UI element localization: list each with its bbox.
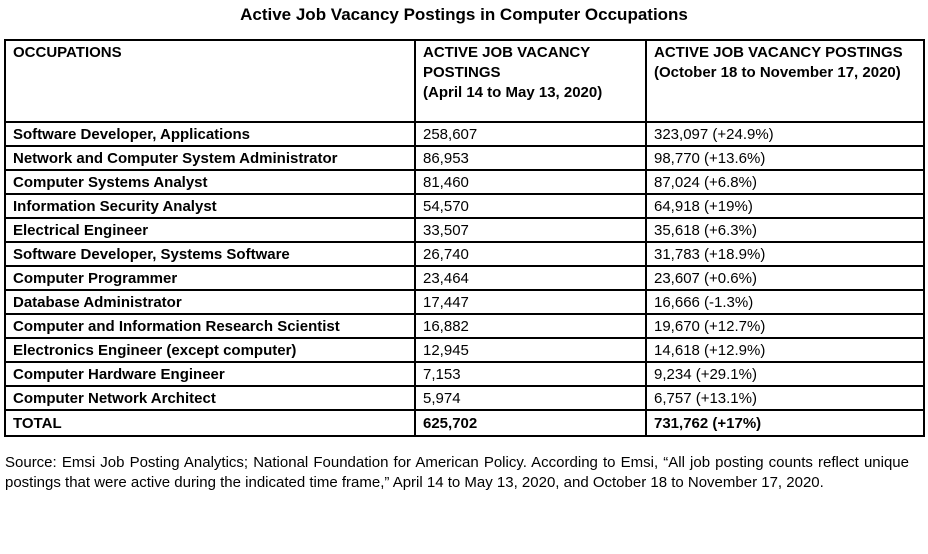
- table-row: Network and Computer System Administrato…: [4, 145, 925, 171]
- april-may-cell: 258,607: [414, 121, 647, 147]
- total-april-may-cell: 625,702: [414, 409, 647, 437]
- table-row: Software Developer, Applications 258,607…: [4, 121, 925, 147]
- oct-nov-cell: 16,666 (-1.3%): [645, 289, 925, 315]
- table-row: Computer and Information Research Scient…: [4, 313, 925, 339]
- page-title: Active Job Vacancy Postings in Computer …: [240, 5, 688, 24]
- table-row: Information Security Analyst 54,570 64,9…: [4, 193, 925, 219]
- table-row: Electrical Engineer 33,507 35,618 (+6.3%…: [4, 217, 925, 243]
- col-header-april-may-period: (April 14 to May 13, 2020): [423, 84, 603, 101]
- oct-nov-cell: 31,783 (+18.9%): [645, 241, 925, 267]
- oct-nov-cell: 6,757 (+13.1%): [645, 385, 925, 411]
- oct-nov-cell: 64,918 (+19%): [645, 193, 925, 219]
- table-row: Computer Hardware Engineer 7,153 9,234 (…: [4, 361, 925, 387]
- occupation-cell: Computer Programmer: [4, 265, 416, 291]
- oct-nov-cell: 35,618 (+6.3%): [645, 217, 925, 243]
- occupation-cell: Computer and Information Research Scient…: [4, 313, 416, 339]
- april-may-cell: 54,570: [414, 193, 647, 219]
- oct-nov-cell: 23,607 (+0.6%): [645, 265, 925, 291]
- occupation-cell: Computer Hardware Engineer: [4, 361, 416, 387]
- april-may-cell: 86,953: [414, 145, 647, 171]
- total-oct-nov-cell: 731,762 (+17%): [645, 409, 925, 437]
- col-header-occupations: OCCUPATIONS: [4, 39, 416, 123]
- source-note: Source: Emsi Job Posting Analytics; Nati…: [5, 454, 909, 491]
- table-row: Electronics Engineer (except computer) 1…: [4, 337, 925, 363]
- total-row: TOTAL 625,702 731,762 (+17%): [4, 409, 925, 437]
- col-header-oct-nov: ACTIVE JOB VACANCY POSTINGS (October 18 …: [645, 39, 925, 123]
- april-may-cell: 12,945: [414, 337, 647, 363]
- vacancy-table: OCCUPATIONS ACTIVE JOB VACANCY POSTINGS …: [4, 39, 925, 437]
- occupation-cell: Computer Network Architect: [4, 385, 416, 411]
- table-row: Computer Systems Analyst 81,460 87,024 (…: [4, 169, 925, 195]
- april-may-cell: 23,464: [414, 265, 647, 291]
- oct-nov-cell: 9,234 (+29.1%): [645, 361, 925, 387]
- table-header-row: OCCUPATIONS ACTIVE JOB VACANCY POSTINGS …: [4, 39, 925, 123]
- april-may-cell: 17,447: [414, 289, 647, 315]
- occupation-cell: Electrical Engineer: [4, 217, 416, 243]
- table-row: Database Administrator 17,447 16,666 (-1…: [4, 289, 925, 315]
- oct-nov-cell: 14,618 (+12.9%): [645, 337, 925, 363]
- occupation-cell: Information Security Analyst: [4, 193, 416, 219]
- april-may-cell: 26,740: [414, 241, 647, 267]
- april-may-cell: 7,153: [414, 361, 647, 387]
- oct-nov-cell: 323,097 (+24.9%): [645, 121, 925, 147]
- occupation-cell: Software Developer, Systems Software: [4, 241, 416, 267]
- oct-nov-cell: 19,670 (+12.7%): [645, 313, 925, 339]
- table-row: Software Developer, Systems Software 26,…: [4, 241, 925, 267]
- col-header-oct-nov-label: ACTIVE JOB VACANCY POSTINGS: [654, 44, 903, 61]
- table-row: Computer Network Architect 5,974 6,757 (…: [4, 385, 925, 411]
- col-header-april-may: ACTIVE JOB VACANCY POSTINGS (April 14 to…: [414, 39, 647, 123]
- occupation-cell: Software Developer, Applications: [4, 121, 416, 147]
- april-may-cell: 5,974: [414, 385, 647, 411]
- col-header-april-may-label: ACTIVE JOB VACANCY POSTINGS: [423, 44, 590, 81]
- oct-nov-cell: 98,770 (+13.6%): [645, 145, 925, 171]
- occupation-cell: Electronics Engineer (except computer): [4, 337, 416, 363]
- occupation-cell: Network and Computer System Administrato…: [4, 145, 416, 171]
- april-may-cell: 81,460: [414, 169, 647, 195]
- col-header-oct-nov-period: (October 18 to November 17, 2020): [654, 64, 901, 81]
- occupation-cell: Computer Systems Analyst: [4, 169, 416, 195]
- april-may-cell: 33,507: [414, 217, 647, 243]
- col-header-occupations-label: OCCUPATIONS: [13, 44, 122, 61]
- table-row: Computer Programmer 23,464 23,607 (+0.6%…: [4, 265, 925, 291]
- april-may-cell: 16,882: [414, 313, 647, 339]
- occupation-cell: Database Administrator: [4, 289, 416, 315]
- total-label-cell: TOTAL: [4, 409, 416, 437]
- oct-nov-cell: 87,024 (+6.8%): [645, 169, 925, 195]
